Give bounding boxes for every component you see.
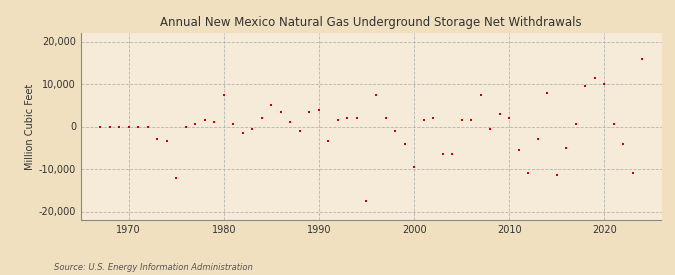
Point bbox=[142, 124, 153, 129]
Point bbox=[408, 165, 419, 169]
Point bbox=[294, 128, 305, 133]
Point bbox=[133, 124, 144, 129]
Point bbox=[580, 84, 591, 88]
Point bbox=[209, 120, 219, 125]
Point bbox=[304, 109, 315, 114]
Point bbox=[389, 128, 400, 133]
Point bbox=[218, 92, 229, 97]
Point bbox=[599, 82, 610, 86]
Point bbox=[523, 171, 534, 175]
Point bbox=[152, 137, 163, 141]
Point bbox=[323, 139, 334, 144]
Point bbox=[313, 107, 324, 112]
Point bbox=[380, 116, 391, 120]
Point bbox=[514, 148, 524, 152]
Point bbox=[361, 199, 372, 203]
Point bbox=[371, 92, 381, 97]
Point bbox=[447, 152, 458, 156]
Point bbox=[190, 122, 200, 127]
Y-axis label: Million Cubic Feet: Million Cubic Feet bbox=[24, 83, 34, 170]
Point bbox=[238, 131, 248, 135]
Point bbox=[333, 118, 344, 122]
Point bbox=[504, 116, 514, 120]
Point bbox=[428, 116, 439, 120]
Point bbox=[180, 125, 191, 130]
Point bbox=[618, 141, 629, 146]
Point bbox=[266, 103, 277, 108]
Point bbox=[352, 116, 362, 120]
Point bbox=[466, 118, 477, 122]
Point bbox=[228, 122, 239, 127]
Point bbox=[485, 126, 495, 131]
Point bbox=[247, 126, 258, 131]
Point bbox=[628, 171, 639, 175]
Point bbox=[123, 124, 134, 129]
Point bbox=[589, 75, 600, 80]
Point bbox=[418, 118, 429, 122]
Title: Annual New Mexico Natural Gas Underground Storage Net Withdrawals: Annual New Mexico Natural Gas Undergroun… bbox=[161, 16, 582, 29]
Point bbox=[542, 90, 553, 95]
Point bbox=[533, 137, 543, 141]
Point bbox=[199, 118, 210, 122]
Point bbox=[456, 118, 467, 122]
Point bbox=[171, 175, 182, 180]
Point bbox=[494, 112, 505, 116]
Point bbox=[95, 124, 105, 129]
Point bbox=[104, 124, 115, 129]
Point bbox=[399, 141, 410, 146]
Point bbox=[475, 92, 486, 97]
Point bbox=[285, 120, 296, 125]
Text: Source: U.S. Energy Information Administration: Source: U.S. Energy Information Administ… bbox=[54, 263, 252, 272]
Point bbox=[161, 139, 172, 144]
Point bbox=[561, 145, 572, 150]
Point bbox=[113, 124, 124, 129]
Point bbox=[342, 116, 353, 120]
Point bbox=[609, 122, 620, 127]
Point bbox=[551, 173, 562, 178]
Point bbox=[256, 116, 267, 120]
Point bbox=[275, 109, 286, 114]
Point bbox=[637, 56, 648, 61]
Point bbox=[570, 122, 581, 127]
Point bbox=[437, 152, 448, 156]
